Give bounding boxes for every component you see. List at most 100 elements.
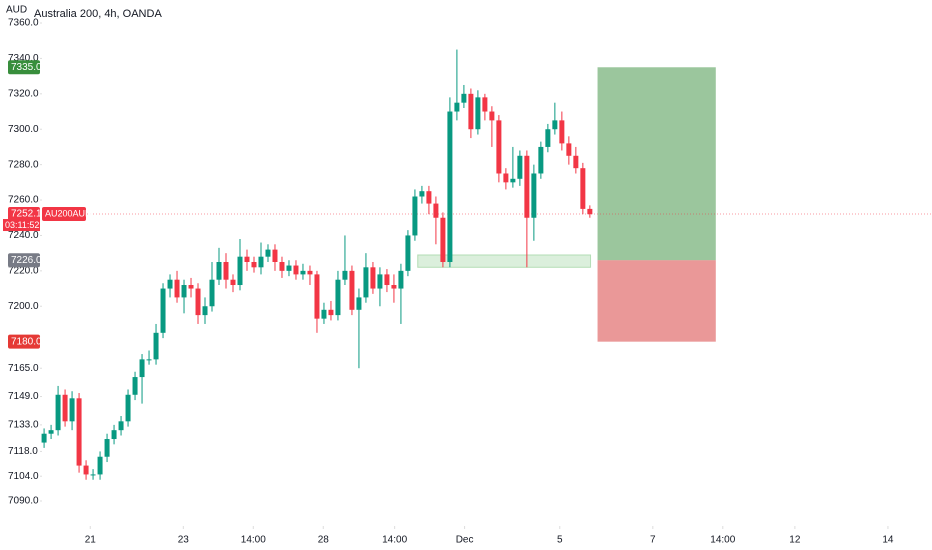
candle-body <box>202 306 208 316</box>
zone <box>417 254 592 268</box>
last-price-tag <box>8 207 40 222</box>
candle-body <box>181 285 187 298</box>
candle-body <box>419 191 425 197</box>
candle-body <box>286 265 292 271</box>
y-tick-label: 7118.0 <box>8 446 38 457</box>
candle-body <box>517 155 523 179</box>
candle-body <box>363 267 369 298</box>
x-tick-label: 21 <box>85 535 97 546</box>
candle-body <box>552 120 558 130</box>
y-tick-label: 7104.0 <box>8 471 39 482</box>
candle-body <box>461 93 467 103</box>
x-tick-label: 14:00 <box>241 535 266 546</box>
candle-body <box>216 262 222 280</box>
candle-body <box>188 285 194 289</box>
target-label: 7335.0 <box>11 62 42 73</box>
candle-body <box>104 439 110 457</box>
candle-body <box>118 421 124 431</box>
candle-body <box>160 288 166 333</box>
candle-body <box>475 97 481 130</box>
y-tick-label: 7320.0 <box>8 88 39 99</box>
candle-body <box>230 279 236 286</box>
candle-body <box>342 270 348 280</box>
candle-body <box>251 262 257 268</box>
candle-body <box>391 285 397 289</box>
candle-body <box>335 279 341 316</box>
target-zone <box>597 67 716 261</box>
candle-body <box>279 262 285 271</box>
symbol: AU200AUD <box>45 208 92 218</box>
candle-body <box>244 256 250 262</box>
target-tag <box>8 60 40 75</box>
candle-body <box>412 196 418 236</box>
candle-body <box>237 256 243 286</box>
y-tick-label: 7149.0 <box>8 391 39 402</box>
y-tick-label: 7300.0 <box>8 124 39 135</box>
x-tick-label: 12 <box>789 535 801 546</box>
x-tick-label: 14:00 <box>382 535 407 546</box>
candle-body <box>125 394 131 422</box>
entry-tag <box>8 253 40 268</box>
candle-body <box>174 279 180 298</box>
candle-body <box>83 465 89 475</box>
y-tick-label: 7165.0 <box>8 363 39 374</box>
candle-body <box>307 270 313 275</box>
candle-body <box>454 102 460 112</box>
candle-body <box>496 120 502 174</box>
stop-tag <box>8 334 40 349</box>
candle-body <box>573 155 579 169</box>
countdown-tag <box>3 219 40 232</box>
x-tick-label: 7 <box>650 535 656 546</box>
candle-body <box>111 430 117 440</box>
y-tick-label: 7260.0 <box>8 195 39 206</box>
y-tick-label: 7133.0 <box>8 420 39 431</box>
candle-body <box>328 309 334 316</box>
candle-body <box>566 143 572 156</box>
y-tick-label: 7220.0 <box>8 265 39 276</box>
x-tick-label: 5 <box>557 535 563 546</box>
candle-body <box>398 270 404 289</box>
stop-label: 7180.0 <box>11 336 42 347</box>
countdown: 03:11:52 <box>5 220 39 230</box>
chart-title: Australia 200, 4h, OANDA <box>34 8 162 20</box>
y-tick-label: 7240.0 <box>8 230 39 241</box>
candle-body <box>349 270 355 310</box>
entry-label: 7226.0 <box>11 255 42 266</box>
candle-body <box>489 111 495 121</box>
candle-body <box>223 262 229 280</box>
candle-body <box>258 256 264 268</box>
candle-body <box>503 173 509 183</box>
candle-body <box>468 93 474 130</box>
x-tick-label: 23 <box>178 535 190 546</box>
x-tick-label: Dec <box>456 535 474 546</box>
candle-body <box>559 120 565 144</box>
y-tick-label: 7280.0 <box>8 159 39 170</box>
candle-body <box>440 217 446 262</box>
y-tick-label: 7360.0 <box>8 18 39 29</box>
candle-body <box>538 146 544 174</box>
candle-body <box>370 267 376 289</box>
candle-body <box>90 474 96 476</box>
candle-body <box>48 430 54 434</box>
candle-body <box>545 129 551 147</box>
candle-body <box>55 394 61 431</box>
x-tick-label: 14 <box>882 535 894 546</box>
candle-body <box>167 279 173 289</box>
candle-body <box>356 297 362 310</box>
candle-body <box>482 97 488 112</box>
candle-body <box>510 178 516 183</box>
candle-body <box>146 359 152 361</box>
candle-body <box>97 456 103 475</box>
symbol-tag <box>42 207 86 222</box>
candle-body <box>265 249 271 257</box>
stop-zone <box>597 260 716 342</box>
candle-body <box>293 265 299 275</box>
candle-body <box>132 377 138 395</box>
candle-body <box>405 235 411 271</box>
candle-body <box>447 111 453 262</box>
candle-body <box>139 359 145 378</box>
candle-body <box>426 191 432 204</box>
candle-body <box>153 332 159 360</box>
last-price-label: 7252.1 <box>11 209 42 220</box>
